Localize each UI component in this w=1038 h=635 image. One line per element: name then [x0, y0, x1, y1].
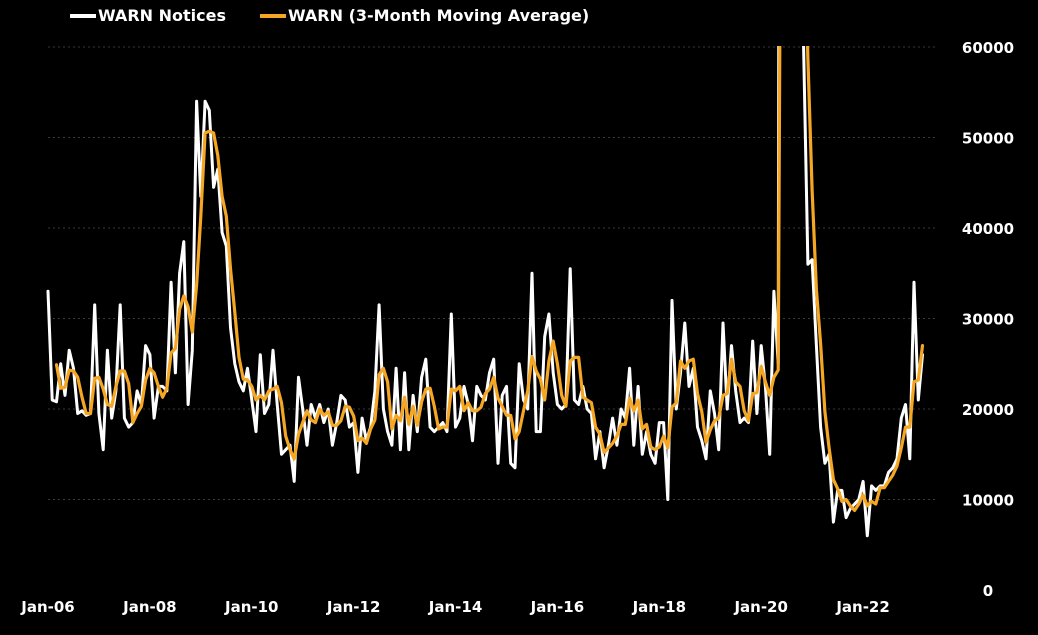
y-axis-labels: 0 10000 20000 30000 40000 50000 60000: [962, 39, 1014, 600]
legend-item-moving-average: WARN (3-Month Moving Average): [259, 6, 590, 25]
y-tick-label: 20000: [962, 401, 1014, 419]
y-tick-label: 30000: [962, 311, 1014, 329]
x-axis-labels: Jan-06 Jan-08 Jan-10 Jan-12 Jan-14 Jan-16 Jan-…: [20, 598, 890, 616]
x-tick-label: Jan-22: [835, 598, 889, 616]
x-tick-label: Jan-10: [224, 598, 278, 616]
x-tick-label: Jan-16: [530, 598, 584, 616]
y-tick-label: 50000: [962, 130, 1014, 148]
y-tick-label: 0: [983, 582, 993, 600]
legend-label-warn-notices: WARN Notices: [98, 6, 226, 25]
series-line-warn-notices: [46, 46, 924, 538]
x-tick-label: Jan-20: [733, 598, 787, 616]
x-tick-label: Jan-14: [428, 598, 482, 616]
series-line-moving-average: [54, 46, 925, 512]
legend-item-warn-notices: WARN Notices: [70, 6, 226, 25]
plot-lines: [46, 46, 925, 538]
y-tick-label: 60000: [962, 39, 1014, 57]
legend-swatch-orange: [259, 13, 286, 18]
y-tick-label: 40000: [962, 220, 1014, 238]
legend: WARN Notices WARN (3-Month Moving Averag…: [70, 6, 589, 25]
y-tick-label: 10000: [962, 492, 1014, 510]
x-tick-label: Jan-18: [632, 598, 686, 616]
legend-swatch-white: [70, 13, 96, 18]
x-tick-label: Jan-08: [122, 598, 176, 616]
x-tick-label: Jan-12: [326, 598, 380, 616]
legend-label-moving-average: WARN (3-Month Moving Average): [287, 6, 590, 25]
x-tick-label: Jan-06: [20, 598, 74, 616]
